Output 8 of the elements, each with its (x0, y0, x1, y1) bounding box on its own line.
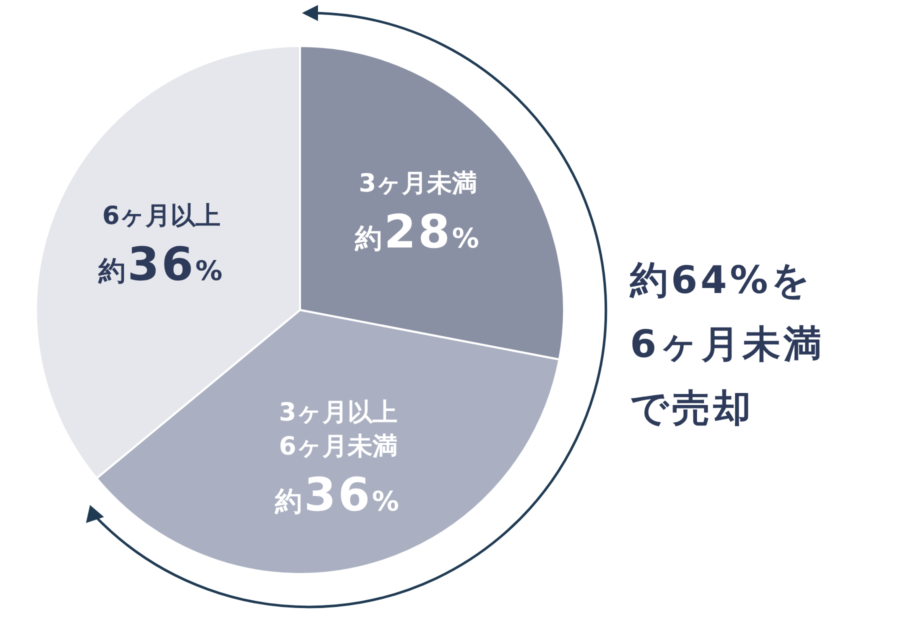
text: で売却 (630, 385, 755, 432)
text: 6ヶ月未満 (630, 321, 824, 368)
slice-label: 3ヶ月以上 6ヶ月未満 (278, 397, 398, 460)
slice-label: 6ヶ月以上 (102, 200, 221, 230)
slice-label: 3ヶ月未満 (358, 168, 478, 198)
data-label: 約36% (274, 467, 400, 522)
data-label: 約36% (97, 236, 222, 291)
text: 約64%を (630, 257, 814, 304)
